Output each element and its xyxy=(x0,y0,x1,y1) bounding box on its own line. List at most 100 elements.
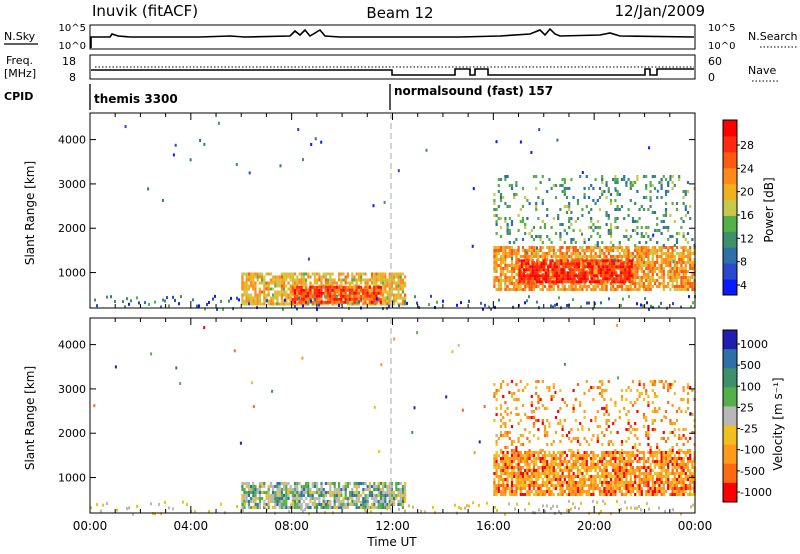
data-cell xyxy=(329,500,332,503)
data-cell xyxy=(298,300,301,304)
data-cell xyxy=(565,187,569,190)
data-cell xyxy=(570,238,573,241)
data-cell xyxy=(609,457,613,460)
data-cell xyxy=(653,460,657,463)
noise-cell xyxy=(488,305,490,309)
data-cell xyxy=(302,275,305,279)
data-cell xyxy=(581,478,584,481)
data-cell xyxy=(542,262,545,266)
data-cell xyxy=(329,275,332,279)
data-cell xyxy=(280,503,283,506)
data-cell xyxy=(610,262,614,266)
data-cell xyxy=(513,440,516,443)
data-cell xyxy=(342,485,345,488)
data-cell xyxy=(671,469,674,472)
data-cell xyxy=(493,472,496,475)
data-cell xyxy=(671,466,674,469)
data-cell xyxy=(521,264,525,267)
data-cell xyxy=(689,484,692,487)
data-cell xyxy=(627,481,630,484)
data-cell xyxy=(625,288,628,291)
data-cell xyxy=(335,500,338,503)
data-cell xyxy=(355,285,358,289)
data-cell xyxy=(682,451,685,454)
data-cell xyxy=(609,487,613,490)
data-cell xyxy=(390,299,393,303)
data-cell xyxy=(675,285,679,288)
data-cell xyxy=(515,398,518,401)
data-cell xyxy=(497,252,500,255)
data-cell xyxy=(629,484,632,487)
data-cell xyxy=(322,272,325,276)
data-cell xyxy=(658,285,661,288)
data-cell xyxy=(604,277,607,281)
data-cell xyxy=(274,281,277,285)
data-cell xyxy=(563,419,566,422)
data-cell xyxy=(638,395,641,398)
data-cell xyxy=(526,457,529,460)
data-cell xyxy=(614,490,617,493)
data-cell xyxy=(285,482,288,485)
data-cell xyxy=(375,302,378,306)
data-cell xyxy=(603,466,606,469)
data-cell xyxy=(499,490,503,493)
data-cell xyxy=(283,278,286,282)
data-cell xyxy=(291,288,294,292)
data-cell xyxy=(557,422,560,425)
isolated-point xyxy=(581,171,584,174)
data-cell xyxy=(590,184,593,187)
data-cell xyxy=(689,454,692,457)
data-cell xyxy=(499,469,503,472)
data-cell xyxy=(342,488,345,491)
data-cell xyxy=(552,288,555,291)
data-cell xyxy=(620,460,624,463)
data-cell xyxy=(572,484,575,487)
data-cell xyxy=(499,475,503,478)
noise-cell xyxy=(646,301,648,305)
data-cell xyxy=(388,299,391,303)
data-cell xyxy=(338,272,341,276)
data-cell xyxy=(382,290,385,294)
data-cell xyxy=(585,469,588,472)
data-cell xyxy=(521,389,525,392)
data-cell xyxy=(583,451,586,454)
data-cell xyxy=(625,279,628,282)
data-cell xyxy=(495,389,498,392)
data-cell xyxy=(359,285,363,289)
data-cell xyxy=(551,271,554,275)
data-cell xyxy=(508,493,511,496)
data-cell xyxy=(263,293,266,297)
data-cell xyxy=(357,287,360,291)
data-cell xyxy=(684,451,687,454)
data-cell xyxy=(581,249,584,252)
data-cell xyxy=(662,282,665,285)
data-cell xyxy=(307,491,310,494)
data-cell xyxy=(647,276,650,279)
data-cell xyxy=(667,181,670,184)
data-cell xyxy=(528,416,531,419)
data-cell xyxy=(651,428,654,431)
data-cell xyxy=(598,226,602,229)
data-cell xyxy=(684,466,687,469)
data-cell xyxy=(504,422,507,425)
data-cell xyxy=(329,485,332,488)
data-cell xyxy=(615,274,618,278)
data-cell xyxy=(671,493,674,496)
data-cell xyxy=(680,472,683,475)
noise-cell xyxy=(542,504,544,508)
data-cell xyxy=(517,484,520,487)
data-cell xyxy=(660,276,663,279)
data-cell xyxy=(631,428,635,431)
data-cell xyxy=(630,274,633,278)
data-cell xyxy=(506,446,509,449)
data-cell xyxy=(682,232,685,235)
data-cell xyxy=(571,259,574,263)
data-cell xyxy=(274,278,277,282)
data-cell xyxy=(601,282,604,285)
data-cell xyxy=(513,270,516,273)
data-cell xyxy=(543,255,547,258)
data-cell xyxy=(660,478,663,481)
data-cell xyxy=(682,288,685,291)
data-cell xyxy=(615,277,618,281)
data-cell xyxy=(526,217,529,220)
